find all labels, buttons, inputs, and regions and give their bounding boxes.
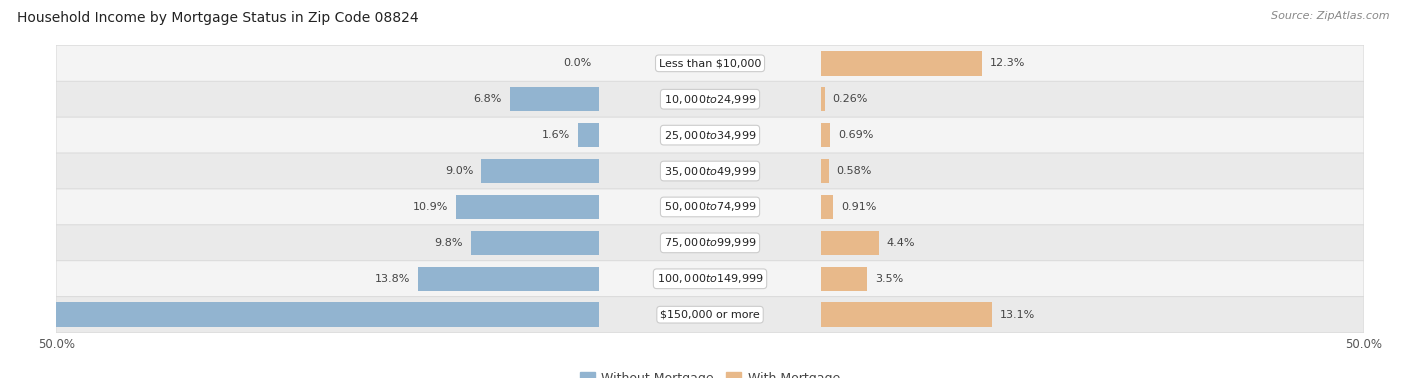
Text: 0.91%: 0.91%: [841, 202, 876, 212]
Bar: [481, 159, 599, 183]
Text: $10,000 to $24,999: $10,000 to $24,999: [664, 93, 756, 106]
Text: 6.8%: 6.8%: [474, 94, 502, 104]
Bar: [578, 123, 599, 147]
Text: Source: ZipAtlas.com: Source: ZipAtlas.com: [1271, 11, 1389, 21]
Bar: [821, 87, 824, 112]
Bar: [821, 123, 830, 147]
Text: $50,000 to $74,999: $50,000 to $74,999: [664, 200, 756, 214]
Text: $75,000 to $99,999: $75,000 to $99,999: [664, 236, 756, 249]
Text: 0.0%: 0.0%: [562, 58, 591, 68]
FancyBboxPatch shape: [56, 117, 1364, 153]
FancyBboxPatch shape: [56, 297, 1364, 333]
Bar: [419, 266, 599, 291]
Text: 9.8%: 9.8%: [434, 238, 463, 248]
Text: 13.1%: 13.1%: [1000, 310, 1036, 320]
Text: 10.9%: 10.9%: [413, 202, 449, 212]
Text: 13.8%: 13.8%: [375, 274, 411, 284]
Text: 4.4%: 4.4%: [887, 238, 915, 248]
FancyBboxPatch shape: [56, 261, 1364, 297]
FancyBboxPatch shape: [56, 153, 1364, 189]
Text: Less than $10,000: Less than $10,000: [659, 58, 761, 68]
FancyBboxPatch shape: [56, 45, 1364, 81]
Bar: [457, 195, 599, 219]
Legend: Without Mortgage, With Mortgage: Without Mortgage, With Mortgage: [575, 367, 845, 378]
Text: 1.6%: 1.6%: [541, 130, 569, 140]
Text: 0.69%: 0.69%: [838, 130, 873, 140]
Bar: [821, 302, 993, 327]
Text: 0.58%: 0.58%: [837, 166, 872, 176]
Bar: [821, 159, 828, 183]
Text: $35,000 to $49,999: $35,000 to $49,999: [664, 164, 756, 178]
FancyBboxPatch shape: [56, 225, 1364, 261]
Text: 9.0%: 9.0%: [444, 166, 474, 176]
Bar: [821, 231, 879, 255]
Text: 3.5%: 3.5%: [875, 274, 903, 284]
Text: $25,000 to $34,999: $25,000 to $34,999: [664, 129, 756, 142]
Text: 12.3%: 12.3%: [990, 58, 1025, 68]
Bar: [471, 231, 599, 255]
Text: $150,000 or more: $150,000 or more: [661, 310, 759, 320]
Text: $100,000 to $149,999: $100,000 to $149,999: [657, 272, 763, 285]
Bar: [510, 87, 599, 112]
Text: 0.26%: 0.26%: [832, 94, 868, 104]
Text: Household Income by Mortgage Status in Zip Code 08824: Household Income by Mortgage Status in Z…: [17, 11, 419, 25]
Bar: [821, 51, 981, 76]
Bar: [821, 195, 834, 219]
Bar: [0, 302, 599, 327]
Text: 48.0%: 48.0%: [0, 310, 17, 320]
FancyBboxPatch shape: [56, 81, 1364, 117]
FancyBboxPatch shape: [56, 189, 1364, 225]
Bar: [821, 266, 868, 291]
